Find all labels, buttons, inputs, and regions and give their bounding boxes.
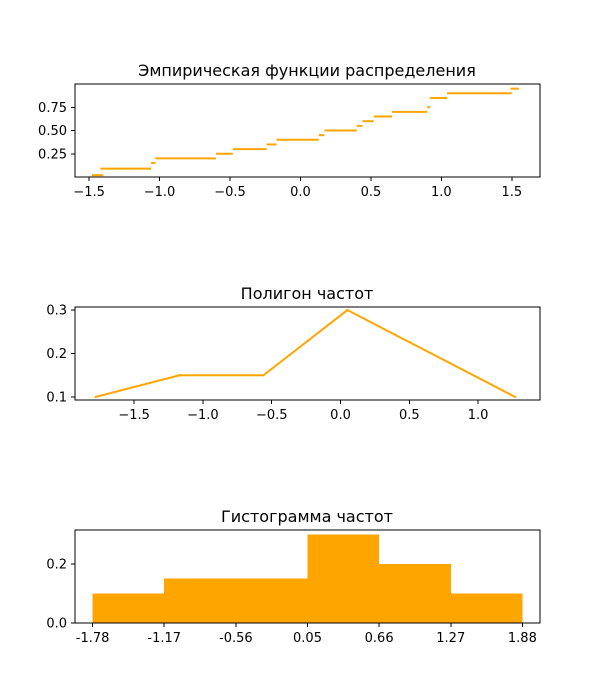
polygon-line-segment <box>346 309 433 355</box>
polygon-point <box>178 374 181 377</box>
histogram-bar <box>450 593 523 623</box>
polygon-line-segment <box>430 352 517 398</box>
histogram-bar <box>164 578 236 623</box>
polygon-y-tick-label: 0.2 <box>46 347 67 362</box>
ecdf-panel: Эмпирическая функции распределения −1.5−… <box>38 61 541 200</box>
polygon-marks <box>94 309 517 398</box>
histogram-panel: Гистограмма частот -1.78 -1.17 -0.56 0.05 0.… <box>46 507 541 646</box>
histogram-y-axis: 0.0 0.2 <box>46 557 75 632</box>
histogram-bar <box>235 578 308 623</box>
histogram-x-tick-label: 0.05 <box>293 631 322 646</box>
ecdf-x-tick-label: 0.0 <box>290 185 311 200</box>
polygon-x-tick-label: 1.0 <box>468 408 489 423</box>
histogram-bar <box>307 534 380 623</box>
ecdf-x-tick-label: −0.5 <box>214 185 246 200</box>
histogram-bar <box>379 563 451 623</box>
ecdf-y-axis: 0.25 0.50 0.75 <box>38 101 75 162</box>
histogram-frame <box>74 529 541 624</box>
polygon-x-axis: −1.5 −1.0 −0.5 0.0 0.5 1.0 <box>118 400 488 423</box>
histogram-x-tick-label: 1.88 <box>508 631 537 646</box>
histogram-x-axis: -1.78 -1.17 -0.56 0.05 0.66 1.27 1.88 <box>76 623 537 646</box>
ecdf-x-tick-label: −1.5 <box>73 185 105 200</box>
polygon-x-tick-label: 0.5 <box>399 408 420 423</box>
polygon-line-segment <box>94 374 181 398</box>
ecdf-x-tick-label: 1.0 <box>431 185 452 200</box>
ecdf-x-tick-label: −1.0 <box>144 185 176 200</box>
histogram-bar <box>92 593 165 623</box>
polygon-panel: Полигон частот −1.5 −1.0 −0.5 0.0 0.5 1.0 0.1… <box>46 284 541 423</box>
histogram-x-tick-label: -0.56 <box>219 631 253 646</box>
polygon-frame <box>74 306 541 401</box>
histogram-y-tick-label: 0.2 <box>46 557 67 572</box>
polygon-x-tick-label: 0.0 <box>330 408 351 423</box>
polygon-x-tick-label: −0.5 <box>256 408 288 423</box>
polygon-y-tick-label: 0.3 <box>46 304 67 319</box>
polygon-y-tick-label: 0.1 <box>46 390 67 405</box>
polygon-x-tick-label: −1.5 <box>118 408 150 423</box>
polygon-point <box>514 395 517 398</box>
polygon-point <box>430 352 433 355</box>
polygon-point <box>94 395 97 398</box>
polygon-title: Полигон частот <box>241 284 374 303</box>
polygon-x-tick-label: −1.0 <box>187 408 219 423</box>
histogram-marks <box>92 534 523 623</box>
histogram-x-tick-label: 0.66 <box>365 631 394 646</box>
polygon-point <box>346 309 349 312</box>
histogram-x-tick-label: -1.17 <box>147 631 181 646</box>
ecdf-y-tick-label: 0.50 <box>38 124 67 139</box>
ecdf-frame <box>74 83 541 178</box>
polygon-y-axis: 0.1 0.2 0.3 <box>46 304 75 405</box>
histogram-x-tick-label: 1.27 <box>436 631 465 646</box>
polygon-line-segment <box>262 309 349 377</box>
ecdf-y-tick-label: 0.25 <box>38 147 67 162</box>
ecdf-x-axis: −1.5 −1.0 −0.5 0.0 0.5 1.0 1.5 <box>73 177 522 200</box>
histogram-title: Гистограмма частот <box>221 507 393 526</box>
histogram-y-tick-label: 0.0 <box>46 617 67 632</box>
ecdf-x-tick-label: 0.5 <box>361 185 382 200</box>
polygon-point <box>262 374 265 377</box>
ecdf-x-tick-label: 1.5 <box>501 185 522 200</box>
ecdf-title: Эмпирическая функции распределения <box>138 61 476 80</box>
ecdf-y-tick-label: 0.75 <box>38 101 67 116</box>
ecdf-marks <box>91 87 519 177</box>
histogram-x-tick-label: -1.78 <box>76 631 110 646</box>
